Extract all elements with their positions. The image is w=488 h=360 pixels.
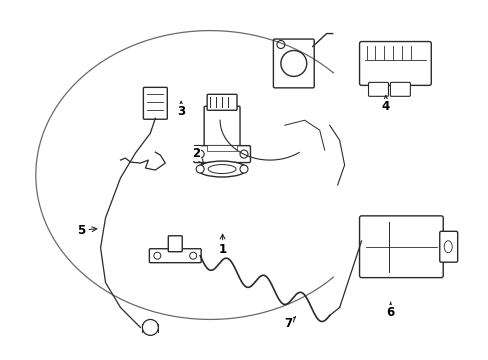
FancyBboxPatch shape — [149, 249, 201, 263]
FancyBboxPatch shape — [207, 94, 237, 110]
Text: 3: 3 — [177, 101, 185, 118]
Text: 6: 6 — [386, 302, 394, 319]
FancyBboxPatch shape — [143, 87, 167, 119]
Circle shape — [240, 150, 247, 158]
Text: 5: 5 — [77, 224, 97, 237]
Ellipse shape — [443, 241, 451, 253]
Circle shape — [196, 150, 203, 158]
Circle shape — [154, 252, 161, 259]
Ellipse shape — [208, 165, 236, 174]
Text: 1: 1 — [218, 234, 226, 256]
Text: 4: 4 — [381, 96, 389, 113]
FancyBboxPatch shape — [368, 82, 387, 96]
Text: 2: 2 — [191, 147, 203, 164]
FancyBboxPatch shape — [273, 39, 314, 88]
Circle shape — [189, 252, 196, 259]
FancyBboxPatch shape — [359, 216, 442, 278]
Circle shape — [240, 165, 247, 173]
Circle shape — [196, 165, 203, 173]
FancyBboxPatch shape — [359, 41, 430, 85]
FancyBboxPatch shape — [168, 236, 182, 252]
Circle shape — [280, 50, 306, 76]
Ellipse shape — [197, 161, 246, 177]
FancyBboxPatch shape — [203, 106, 240, 148]
FancyBboxPatch shape — [389, 82, 409, 96]
FancyBboxPatch shape — [207, 145, 237, 151]
Circle shape — [276, 41, 285, 49]
FancyBboxPatch shape — [439, 231, 457, 262]
FancyBboxPatch shape — [193, 146, 250, 163]
Text: 7: 7 — [284, 317, 295, 330]
